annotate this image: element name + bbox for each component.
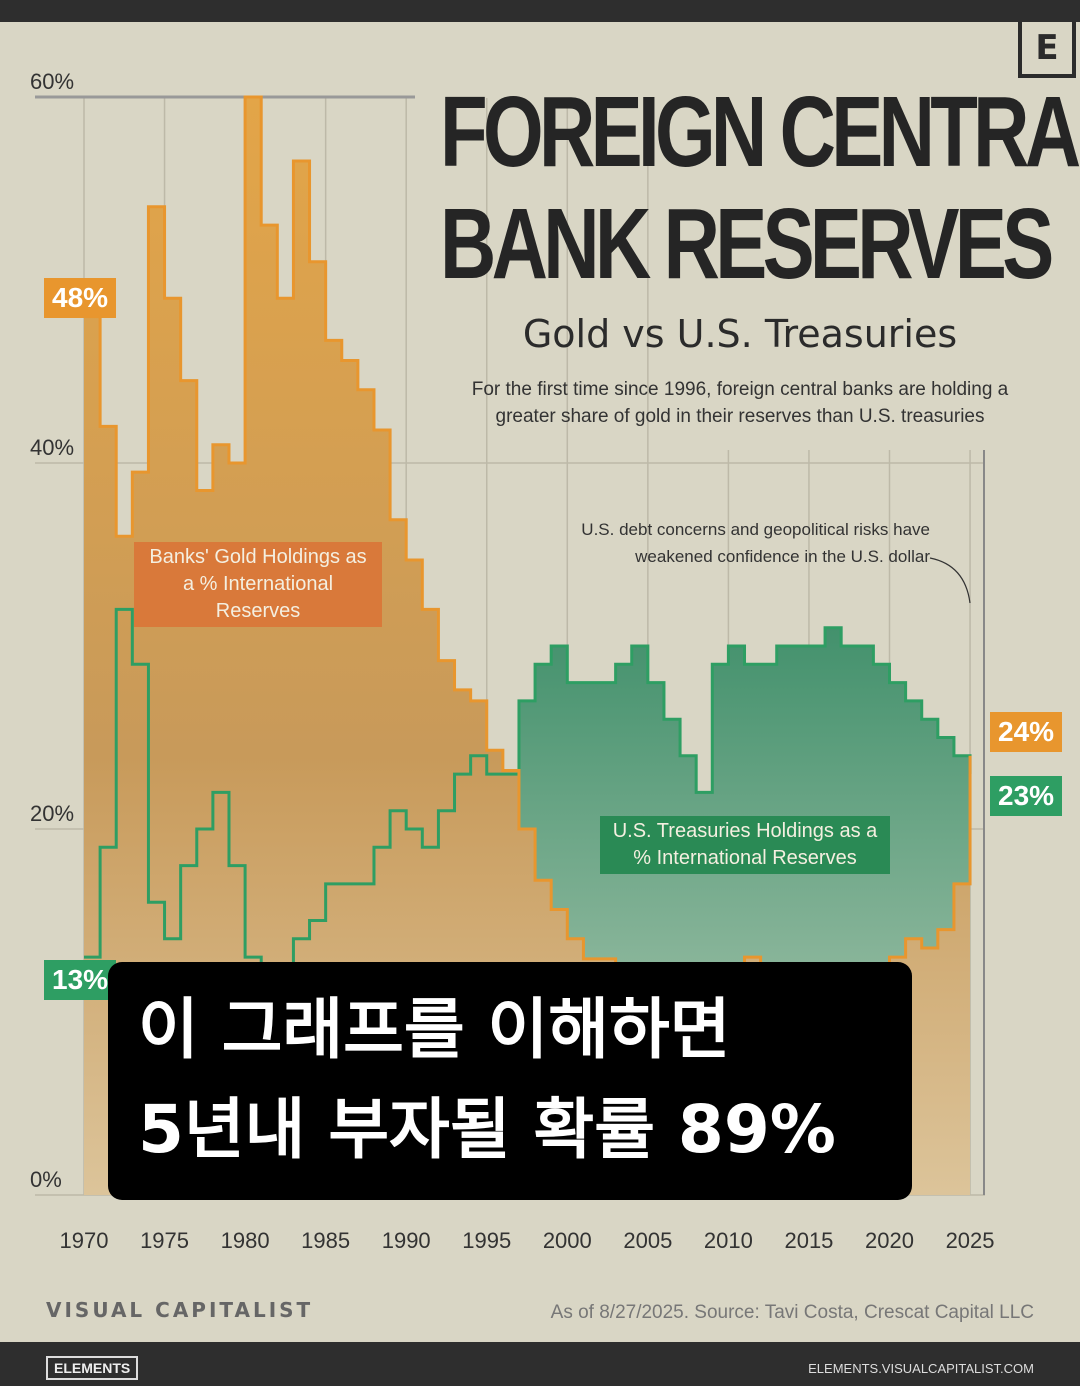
title-line-1: FOREIGN CENTRAL	[440, 76, 1080, 188]
title-line-2: BANK RESERVES	[440, 188, 1054, 300]
treasury-end-tag: 23%	[990, 776, 1063, 816]
chart-description: For the first time since 1996, foreign c…	[471, 379, 1009, 427]
x-tick-label: 1970	[60, 1228, 109, 1253]
caption-line-1: 이 그래프를 이해하면	[138, 991, 731, 1068]
elements-url[interactable]: ELEMENTS.VISUALCAPITALIST.COM	[808, 1361, 1034, 1376]
annotation-arrow	[929, 557, 971, 604]
x-tick-label: 2025	[946, 1228, 995, 1253]
x-tick-label: 2020	[865, 1228, 914, 1253]
bottom-bar	[0, 1342, 1080, 1386]
chart-title: FOREIGN CENTRAL BANK RESERVES	[440, 76, 1080, 306]
treasury-line	[84, 607, 972, 996]
x-tick-label: 2000	[543, 1228, 592, 1253]
chart-subtitle: Gold vs U.S. Treasuries	[522, 312, 958, 356]
y-tick-label: 0%	[30, 1167, 62, 1192]
elements-logo: E	[1018, 22, 1076, 78]
y-tick-label: 20%	[30, 801, 74, 826]
y-tick-label: 60%	[30, 69, 74, 94]
treasury-start-tag: 13%	[44, 960, 117, 1000]
gold-series-label: Banks' Gold Holdings as a % Internationa…	[134, 542, 382, 627]
caption-overlay: 이 그래프를 이해하면 5년내 부자될 확률 89%	[108, 962, 912, 1200]
caption-line-2: 5년내 부자될 확률 89%	[138, 1091, 836, 1168]
gold-start-tag: 48%	[44, 278, 117, 318]
x-tick-label: 1995	[462, 1228, 511, 1253]
y-tick-label: 40%	[30, 435, 74, 460]
gold-area	[84, 97, 971, 1195]
elements-badge: ELEMENTS	[46, 1356, 139, 1380]
x-tick-label: 2005	[623, 1228, 672, 1253]
visual-capitalist-logo: VISUAL CAPITALIST	[46, 1298, 314, 1322]
x-tick-label: 1990	[382, 1228, 431, 1253]
x-tick-label: 1975	[140, 1228, 189, 1253]
x-tick-label: 2015	[784, 1228, 833, 1253]
gold-end-tag: 24%	[990, 712, 1063, 752]
x-tick-label: 2010	[704, 1228, 753, 1253]
source-note: As of 8/27/2025. Source: Tavi Costa, Cre…	[550, 1302, 1034, 1323]
treasury-series-label: U.S. Treasuries Holdings as a % Internat…	[600, 816, 890, 874]
x-tick-label: 1985	[301, 1228, 350, 1253]
x-tick-label: 1980	[221, 1228, 270, 1253]
top-bar	[0, 0, 1080, 22]
annotation: U.S. debt concerns and geopolitical risk…	[581, 520, 930, 566]
